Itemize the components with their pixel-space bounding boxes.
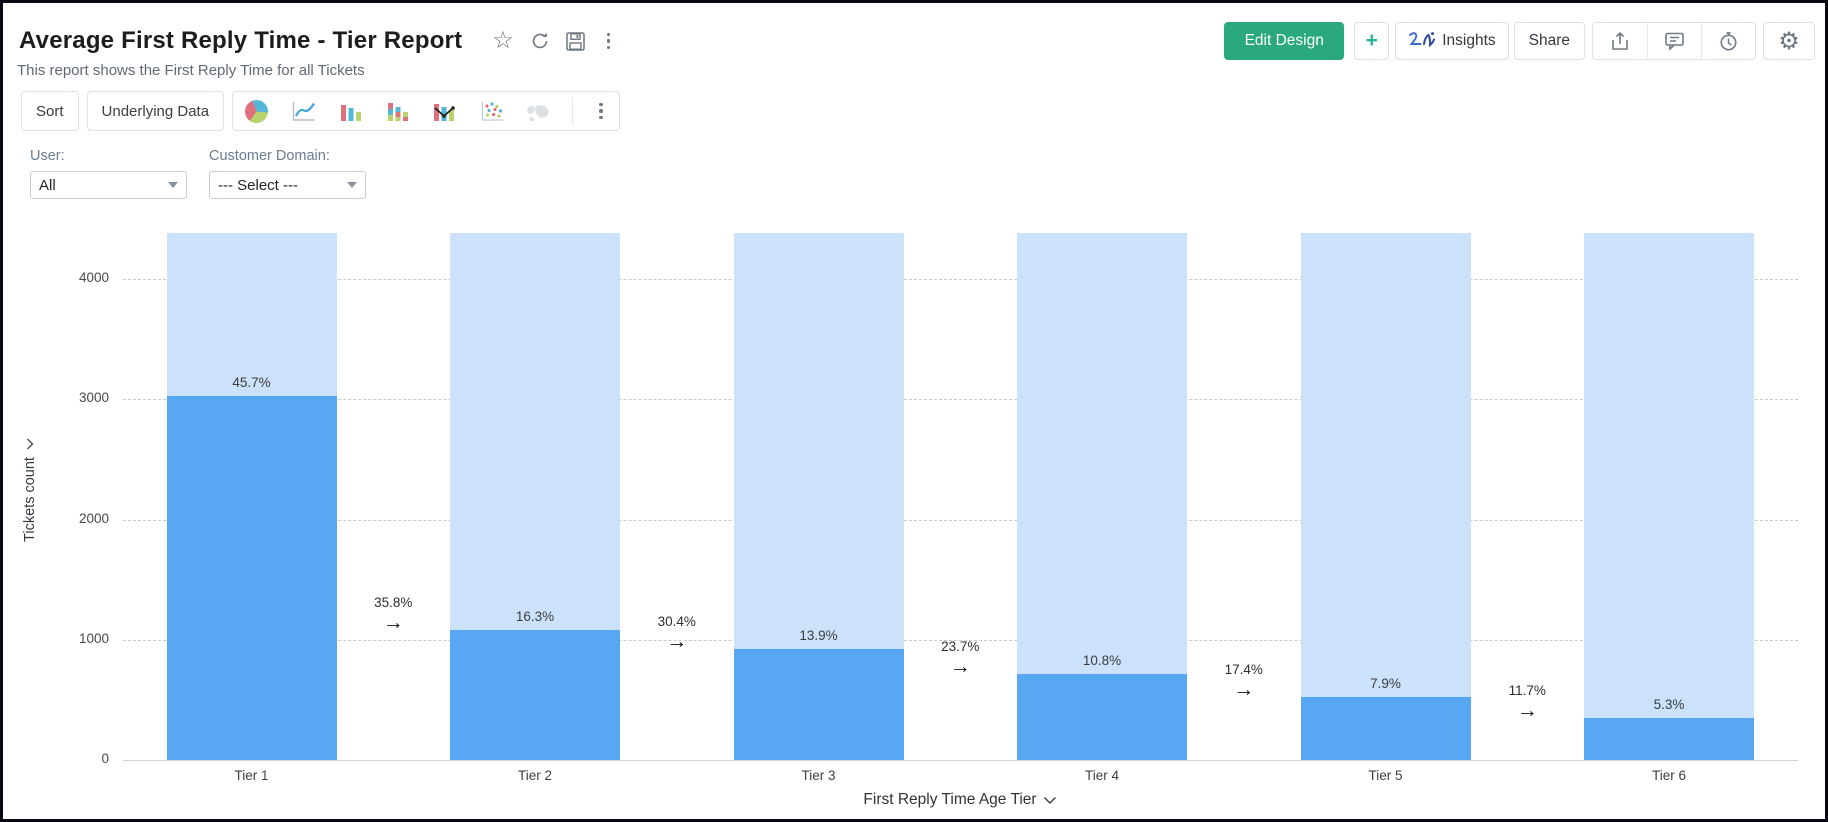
x-category-label: Tier 5	[1368, 768, 1403, 783]
bar-percent-label: 7.9%	[1370, 675, 1401, 691]
chart-bar-tier-2[interactable]	[450, 630, 620, 760]
page-title: Average First Reply Time - Tier Report	[19, 27, 463, 54]
conversion-rate-label: 35.8%	[374, 595, 413, 611]
x-category-label: Tier 1	[234, 768, 269, 783]
bar-percent-label: 10.8%	[1082, 653, 1122, 669]
share-button[interactable]: Share	[1513, 22, 1585, 60]
chevron-down-icon	[27, 438, 34, 450]
underlying-data-button[interactable]: Underlying Data	[86, 91, 225, 131]
sort-button[interactable]: Sort	[21, 91, 79, 131]
y-axis-title[interactable]: Tickets count	[22, 438, 38, 542]
chevron-down-icon	[1044, 796, 1057, 804]
zia-logo-icon	[1408, 31, 1436, 51]
chart-plot-area: 0 1000 2000 3000 4000 45.7% Tier 1 16.3% Tier 2 1…	[79, 233, 1798, 783]
refresh-icon[interactable]	[530, 31, 550, 51]
conversion-rate-block: 23.7% →	[915, 638, 1005, 680]
background-bar-5	[1300, 233, 1471, 760]
user-filter-value: All	[39, 176, 56, 194]
right-arrow-icon: →	[666, 630, 688, 654]
chart-bar-tier-4[interactable]	[1017, 674, 1187, 760]
title-more-options-icon[interactable]	[601, 32, 617, 50]
x-axis-line	[123, 760, 1798, 761]
combo-chart-icon[interactable]	[431, 99, 458, 123]
y-tick-label: 3000	[78, 390, 109, 406]
gridline	[123, 399, 1798, 401]
user-filter-select[interactable]: All	[30, 171, 187, 199]
y-tick-label: 4000	[78, 270, 109, 286]
export-icon[interactable]	[1593, 23, 1647, 59]
x-axis-title[interactable]: First Reply Time Age Tier	[863, 791, 1057, 809]
conversion-rate-block: 11.7% →	[1482, 682, 1572, 724]
x-category-label: Tier 6	[1651, 768, 1686, 783]
edit-design-button[interactable]: Edit Design	[1224, 22, 1345, 60]
x-category-label: Tier 2	[517, 768, 552, 783]
customer-domain-filter-value: --- Select ---	[218, 176, 298, 194]
conversion-rate-label: 11.7%	[1508, 682, 1546, 698]
gridline	[123, 519, 1798, 521]
report-description: This report shows the First Reply Time f…	[17, 62, 365, 79]
chart-bar-tier-3[interactable]	[733, 649, 904, 760]
settings-gear-icon[interactable]: ⚙	[1763, 22, 1815, 60]
conversion-rate-label: 17.4%	[1224, 661, 1263, 677]
x-category-label: Tier 4	[1084, 768, 1119, 783]
gridline	[123, 639, 1798, 641]
right-arrow-icon: →	[1516, 698, 1538, 722]
conversion-rate-label: 30.4%	[657, 614, 696, 630]
bar-percent-label: 45.7%	[232, 374, 271, 390]
scatter-chart-icon[interactable]	[478, 99, 505, 123]
customer-domain-filter-select[interactable]: --- Select ---	[209, 171, 366, 199]
customer-domain-filter-label: Customer Domain:	[209, 148, 330, 164]
background-bar-4	[1017, 233, 1187, 760]
x-category-label: Tier 3	[801, 768, 836, 783]
chart-bar-tier-6[interactable]	[1584, 717, 1754, 760]
save-icon[interactable]	[566, 31, 585, 51]
zia-insights-button[interactable]: Insights	[1395, 22, 1509, 60]
alert-clock-icon[interactable]	[1701, 23, 1755, 59]
gridline	[123, 279, 1798, 281]
y-tick-label: 2000	[78, 510, 109, 526]
insights-label: Insights	[1442, 32, 1496, 49]
header-icon-group	[1592, 22, 1756, 60]
line-chart-icon[interactable]	[290, 99, 317, 123]
chevron-down-icon	[347, 182, 357, 188]
column-chart-icon[interactable]	[337, 99, 364, 123]
right-arrow-icon: →	[1233, 677, 1255, 701]
pie-chart-icon[interactable]	[243, 99, 270, 123]
chart-types-more-icon[interactable]	[593, 102, 609, 120]
bar-percent-label: 5.3%	[1653, 696, 1685, 712]
y-tick-label: 1000	[78, 630, 109, 646]
y-tick-label: 0	[101, 751, 109, 766]
chevron-down-icon	[168, 182, 178, 188]
add-button[interactable]: +	[1354, 22, 1390, 60]
favorite-star-icon[interactable]: ☆	[492, 27, 514, 54]
conversion-rate-block: 30.4% →	[632, 613, 722, 655]
bar-percent-label: 16.3%	[515, 609, 555, 625]
background-bar-6	[1584, 233, 1754, 760]
right-arrow-icon: →	[382, 611, 404, 635]
conversion-rate-block: 35.8% →	[348, 594, 438, 636]
conversion-rate-block: 17.4% →	[1199, 661, 1289, 703]
user-filter-label: User:	[30, 148, 65, 164]
chart-type-switcher	[232, 91, 620, 131]
map-chart-icon[interactable]	[525, 99, 552, 123]
stacked-column-chart-icon[interactable]	[384, 99, 411, 123]
chart-bar-tier-1[interactable]	[166, 395, 337, 760]
comments-icon[interactable]	[1647, 23, 1701, 59]
right-arrow-icon: →	[949, 655, 971, 679]
bar-percent-label: 13.9%	[799, 628, 838, 644]
chart-bar-tier-5[interactable]	[1300, 696, 1471, 760]
conversion-rate-label: 23.7%	[941, 639, 980, 655]
